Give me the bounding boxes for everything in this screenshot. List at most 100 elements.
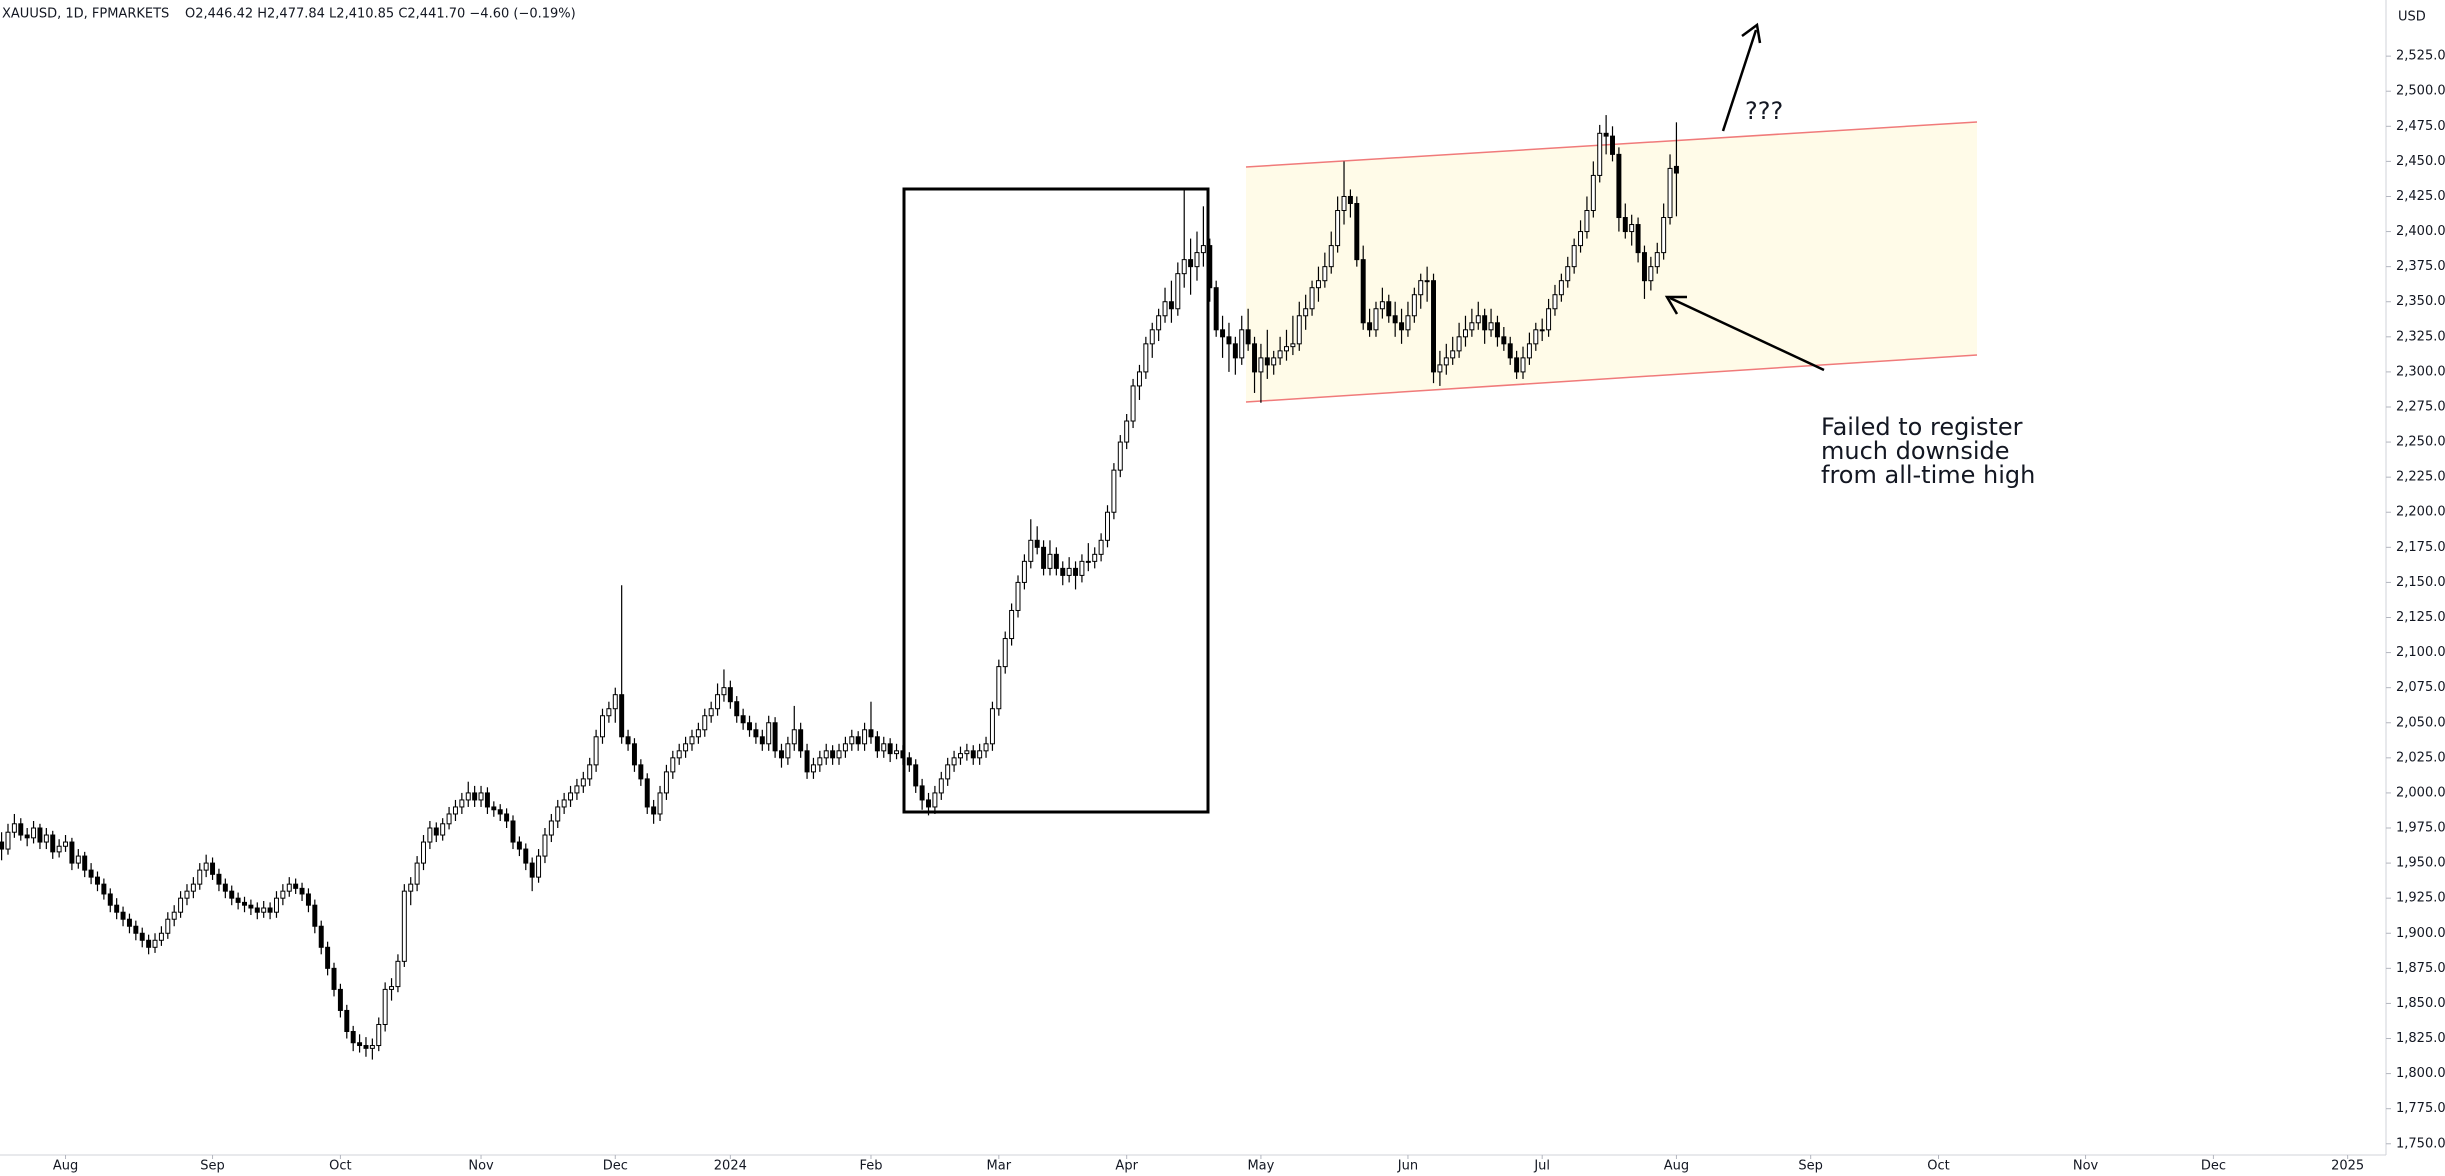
candle-body (1456, 336, 1462, 352)
candle-body (1277, 350, 1283, 359)
candle-body (625, 736, 631, 745)
candle-body (1220, 329, 1226, 338)
candle-body (510, 820, 516, 843)
y-tick-label: 1,775.00 (2396, 1101, 2445, 1116)
candle-body (11, 823, 17, 833)
annotation: Failed to register (1821, 413, 2023, 441)
candle-body (1488, 322, 1494, 331)
currency-label: USD (2398, 10, 2426, 25)
candle-body (318, 925, 324, 948)
candle-body (337, 988, 343, 1011)
candle-body (1533, 329, 1539, 345)
candle-body (1124, 420, 1130, 443)
candle-body (1661, 217, 1667, 254)
candle-body (906, 757, 912, 766)
x-tick-label: Nov (2073, 1159, 2099, 1174)
symbol-header: XAUUSD, 1D, FPMARKETS (2, 7, 169, 22)
candle-body (1207, 245, 1213, 289)
candle-body (587, 764, 593, 780)
y-tick-label: 2,525.00 (2396, 49, 2445, 64)
candle-body (1143, 343, 1149, 373)
x-tick-label: Dec (2201, 1159, 2226, 1174)
arrow-annotation-head (1664, 295, 1687, 315)
candle-body (932, 792, 938, 808)
candle-body (1367, 322, 1373, 331)
candle-body (331, 967, 337, 990)
candle-body (919, 785, 925, 801)
y-tick-label: 2,500.00 (2396, 84, 2445, 99)
candle-body (1565, 266, 1571, 282)
annotation: much downside (1821, 437, 2010, 465)
candle-body (1482, 315, 1488, 331)
candle-body (600, 715, 605, 738)
candle-body (996, 666, 1002, 710)
candle-body (382, 988, 388, 1025)
candle-body (1399, 322, 1405, 331)
candle-body (1226, 336, 1232, 345)
candle-body (1411, 294, 1417, 317)
candle-body (1194, 252, 1200, 268)
candle-body (114, 904, 120, 913)
candle-body (446, 813, 452, 825)
candles (0, 115, 1679, 1060)
candle-body (395, 960, 401, 988)
y-tick-label: 2,075.00 (2396, 680, 2445, 695)
channel-lower (1245, 354, 1978, 403)
candle-body (849, 736, 855, 745)
candle-body (357, 1042, 363, 1047)
candle-body (855, 736, 861, 745)
candle-body (1571, 245, 1577, 268)
candle-body (798, 729, 804, 752)
candle-body (683, 743, 689, 752)
candle-body (900, 750, 906, 759)
candle-body (491, 806, 497, 811)
y-tick-label: 2,175.00 (2396, 540, 2445, 555)
candle-body (619, 694, 625, 738)
candle-body (1060, 567, 1066, 576)
x-tick-label: Jul (1533, 1159, 1550, 1174)
candle-body (478, 792, 484, 801)
y-tick-label: 1,800.00 (2396, 1066, 2445, 1081)
candle-body (158, 932, 164, 941)
candle-body (293, 883, 299, 889)
candle-body (1552, 294, 1558, 310)
candle-body (69, 841, 75, 864)
candle-body (452, 806, 458, 815)
x-tick-label: Nov (468, 1159, 494, 1174)
y-tick-label: 1,850.00 (2396, 996, 2445, 1011)
candle-body (542, 834, 548, 857)
candle-body (536, 855, 542, 878)
candle-body (299, 887, 305, 895)
candle-body (1028, 539, 1034, 562)
candle-body (139, 932, 145, 941)
candle-body (676, 750, 682, 759)
candle-body (1053, 553, 1059, 569)
candle-body (280, 890, 286, 899)
x-tick-label: Sep (1798, 1159, 1823, 1174)
candle-body (1558, 280, 1564, 296)
y-tick-label: 2,025.00 (2396, 750, 2445, 765)
candle-body (133, 925, 139, 934)
candle-body (977, 750, 983, 759)
candle-body (497, 809, 503, 815)
y-tick-label: 2,425.00 (2396, 189, 2445, 204)
candle-body (376, 1023, 382, 1047)
candle-body (1341, 195, 1347, 212)
candle-body (254, 907, 260, 913)
candle-body (1175, 273, 1181, 310)
candle-body (1200, 245, 1206, 254)
candle-body (1635, 224, 1641, 254)
y-tick-label: 2,225.00 (2396, 470, 2445, 485)
candle-body (24, 834, 30, 839)
candle-body (126, 918, 132, 927)
candle-body (235, 897, 241, 903)
candle-body (1590, 174, 1596, 212)
candle-body (248, 904, 254, 909)
candle-body (1098, 539, 1104, 555)
candle-body (1009, 609, 1015, 640)
candle-body (670, 757, 676, 773)
candle-body (804, 750, 810, 773)
arrow-up-head (1741, 22, 1762, 44)
candle-body (1271, 357, 1277, 366)
